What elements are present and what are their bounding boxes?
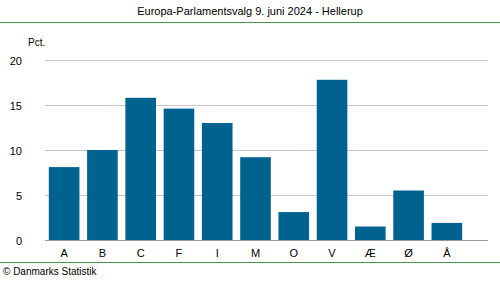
- bar: [240, 157, 271, 240]
- x-axis: [45, 240, 488, 241]
- footer-rule: [0, 262, 500, 263]
- grid-line: [45, 60, 488, 61]
- grid-line: [45, 240, 488, 241]
- x-tick-label: I: [216, 247, 219, 259]
- x-tick-label: B: [99, 247, 106, 259]
- bars: [49, 80, 462, 240]
- bar: [87, 150, 118, 240]
- title: Europa-Parlamentsvalg 9. juni 2024 - Hel…: [137, 5, 363, 17]
- header-rule: [0, 22, 500, 23]
- y-tick-label: 15: [10, 100, 22, 112]
- bar: [393, 191, 424, 241]
- y-tick-label: 10: [10, 145, 22, 157]
- bar: [432, 223, 463, 240]
- bar: [202, 123, 233, 240]
- y-tick-label: 0: [16, 235, 22, 247]
- x-tick-label: Å: [443, 247, 451, 259]
- x-tick-label: O: [289, 247, 298, 259]
- x-tick-label: Æ: [365, 247, 376, 259]
- y-tick-label: 5: [16, 190, 22, 202]
- chart: Europa-Parlamentsvalg 9. juni 2024 - Hel…: [0, 0, 500, 282]
- y-label: Pct.: [28, 37, 45, 48]
- source: © Danmarks Statistik: [3, 266, 98, 277]
- x-tick-label: F: [176, 247, 183, 259]
- x-tick-label: A: [60, 247, 68, 259]
- bar: [125, 98, 156, 240]
- y-tick-label: 20: [10, 55, 22, 67]
- x-tick-label: C: [137, 247, 145, 259]
- bar: [355, 227, 386, 241]
- x-tick-label: V: [328, 247, 336, 259]
- bar: [164, 109, 195, 240]
- grid-line: [45, 105, 488, 106]
- bar: [317, 80, 348, 240]
- bar: [278, 212, 309, 240]
- x-tick-label: M: [251, 247, 260, 259]
- bar: [49, 167, 80, 240]
- x-tick-label: Ø: [404, 247, 413, 259]
